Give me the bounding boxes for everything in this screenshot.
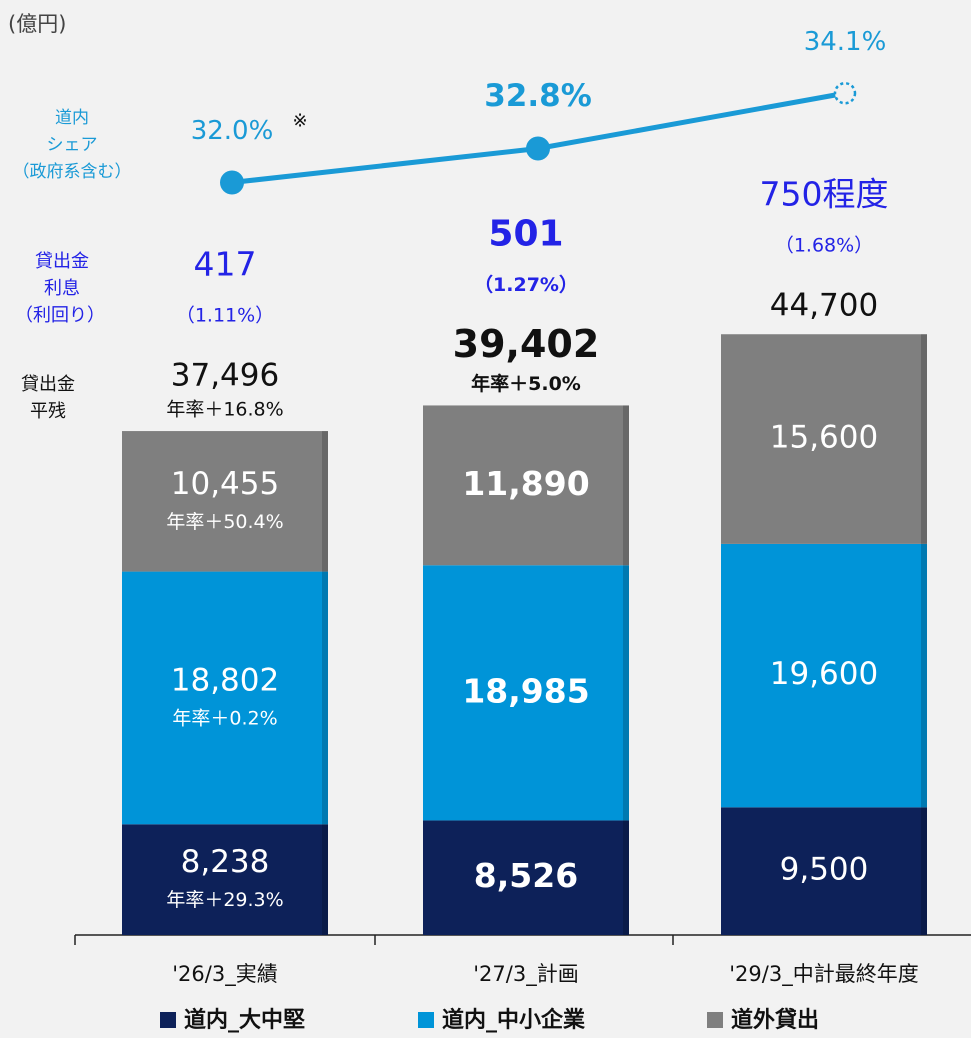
legend-swatch bbox=[160, 1012, 176, 1028]
yield-label: （1.27%） bbox=[474, 273, 578, 296]
legend-swatch bbox=[707, 1012, 723, 1028]
share-point bbox=[220, 170, 244, 195]
share-label: 34.1% bbox=[804, 27, 887, 57]
category-label: '27/3_計画 bbox=[473, 962, 578, 987]
total-note: 年率＋16.8% bbox=[166, 399, 283, 421]
share-label: 32.0% bbox=[191, 116, 274, 146]
bar-shade bbox=[322, 431, 328, 572]
interest-label: 417 bbox=[194, 245, 257, 284]
segment-label: 18,802 bbox=[171, 662, 279, 698]
interest-row-label: 利息 bbox=[44, 278, 80, 299]
segment-label: 19,600 bbox=[770, 656, 878, 692]
interest-label: 750程度 bbox=[760, 175, 889, 214]
bar-segment bbox=[122, 571, 328, 825]
bar-segment bbox=[721, 807, 927, 935]
bar-shade bbox=[921, 807, 927, 935]
bar-segment bbox=[423, 820, 629, 935]
total-label: 37,496 bbox=[171, 358, 279, 394]
bar-shade bbox=[921, 334, 927, 544]
unit-label: (億円) bbox=[8, 12, 66, 36]
category-label: '29/3_中計最終年度 bbox=[729, 962, 918, 987]
segment-label: 8,526 bbox=[474, 856, 578, 895]
interest-label: 501 bbox=[488, 213, 563, 254]
segment-label: 15,600 bbox=[770, 420, 878, 456]
bar-segment bbox=[423, 405, 629, 566]
share-row-label: （政府系含む） bbox=[13, 162, 132, 182]
segment-label: 10,455 bbox=[171, 466, 279, 502]
segment-label: 9,500 bbox=[780, 852, 869, 888]
bar-shade bbox=[623, 405, 629, 566]
bar-segment bbox=[122, 824, 328, 935]
legend-label: 道内_大中堅 bbox=[184, 1007, 305, 1033]
legend-swatch bbox=[418, 1012, 434, 1028]
total-label: 39,402 bbox=[453, 322, 600, 366]
segment-note: 年率＋50.4% bbox=[166, 511, 283, 533]
segment-label: 11,890 bbox=[462, 464, 589, 503]
yield-label: （1.68%） bbox=[775, 235, 873, 257]
segment-note: 年率＋29.3% bbox=[166, 889, 283, 911]
total-row-label: 貸出金 bbox=[21, 374, 75, 395]
bar-shade bbox=[322, 824, 328, 935]
legend-label: 道外貸出 bbox=[731, 1007, 819, 1033]
share-annotation: ※ bbox=[292, 111, 307, 132]
total-note: 年率＋5.0% bbox=[471, 372, 581, 395]
bar-shade bbox=[623, 820, 629, 935]
share-label: 32.8% bbox=[484, 78, 592, 114]
bar-segment bbox=[721, 334, 927, 544]
share-row-label: シェア bbox=[47, 135, 98, 155]
bar-segment bbox=[721, 543, 927, 808]
total-label: 44,700 bbox=[770, 288, 878, 324]
segment-note: 年率＋0.2% bbox=[172, 707, 277, 729]
total-row-label: 平残 bbox=[30, 401, 66, 422]
legend-label: 道内_中小企業 bbox=[442, 1007, 586, 1033]
share-row-label: 道内 bbox=[55, 108, 89, 128]
interest-row-sublabel: （利回り） bbox=[15, 305, 105, 326]
bar-segment bbox=[122, 431, 328, 572]
interest-row-label: 貸出金 bbox=[35, 251, 89, 272]
share-point bbox=[833, 82, 857, 105]
category-label: '26/3_実績 bbox=[172, 962, 277, 987]
bar-shade bbox=[623, 565, 629, 821]
share-point bbox=[526, 136, 550, 161]
bar-shade bbox=[322, 571, 328, 825]
segment-label: 8,238 bbox=[181, 844, 270, 880]
segment-label: 18,985 bbox=[462, 671, 589, 710]
bar-segment bbox=[423, 565, 629, 821]
bar-shade bbox=[921, 543, 927, 808]
yield-label: （1.11%） bbox=[176, 305, 274, 327]
